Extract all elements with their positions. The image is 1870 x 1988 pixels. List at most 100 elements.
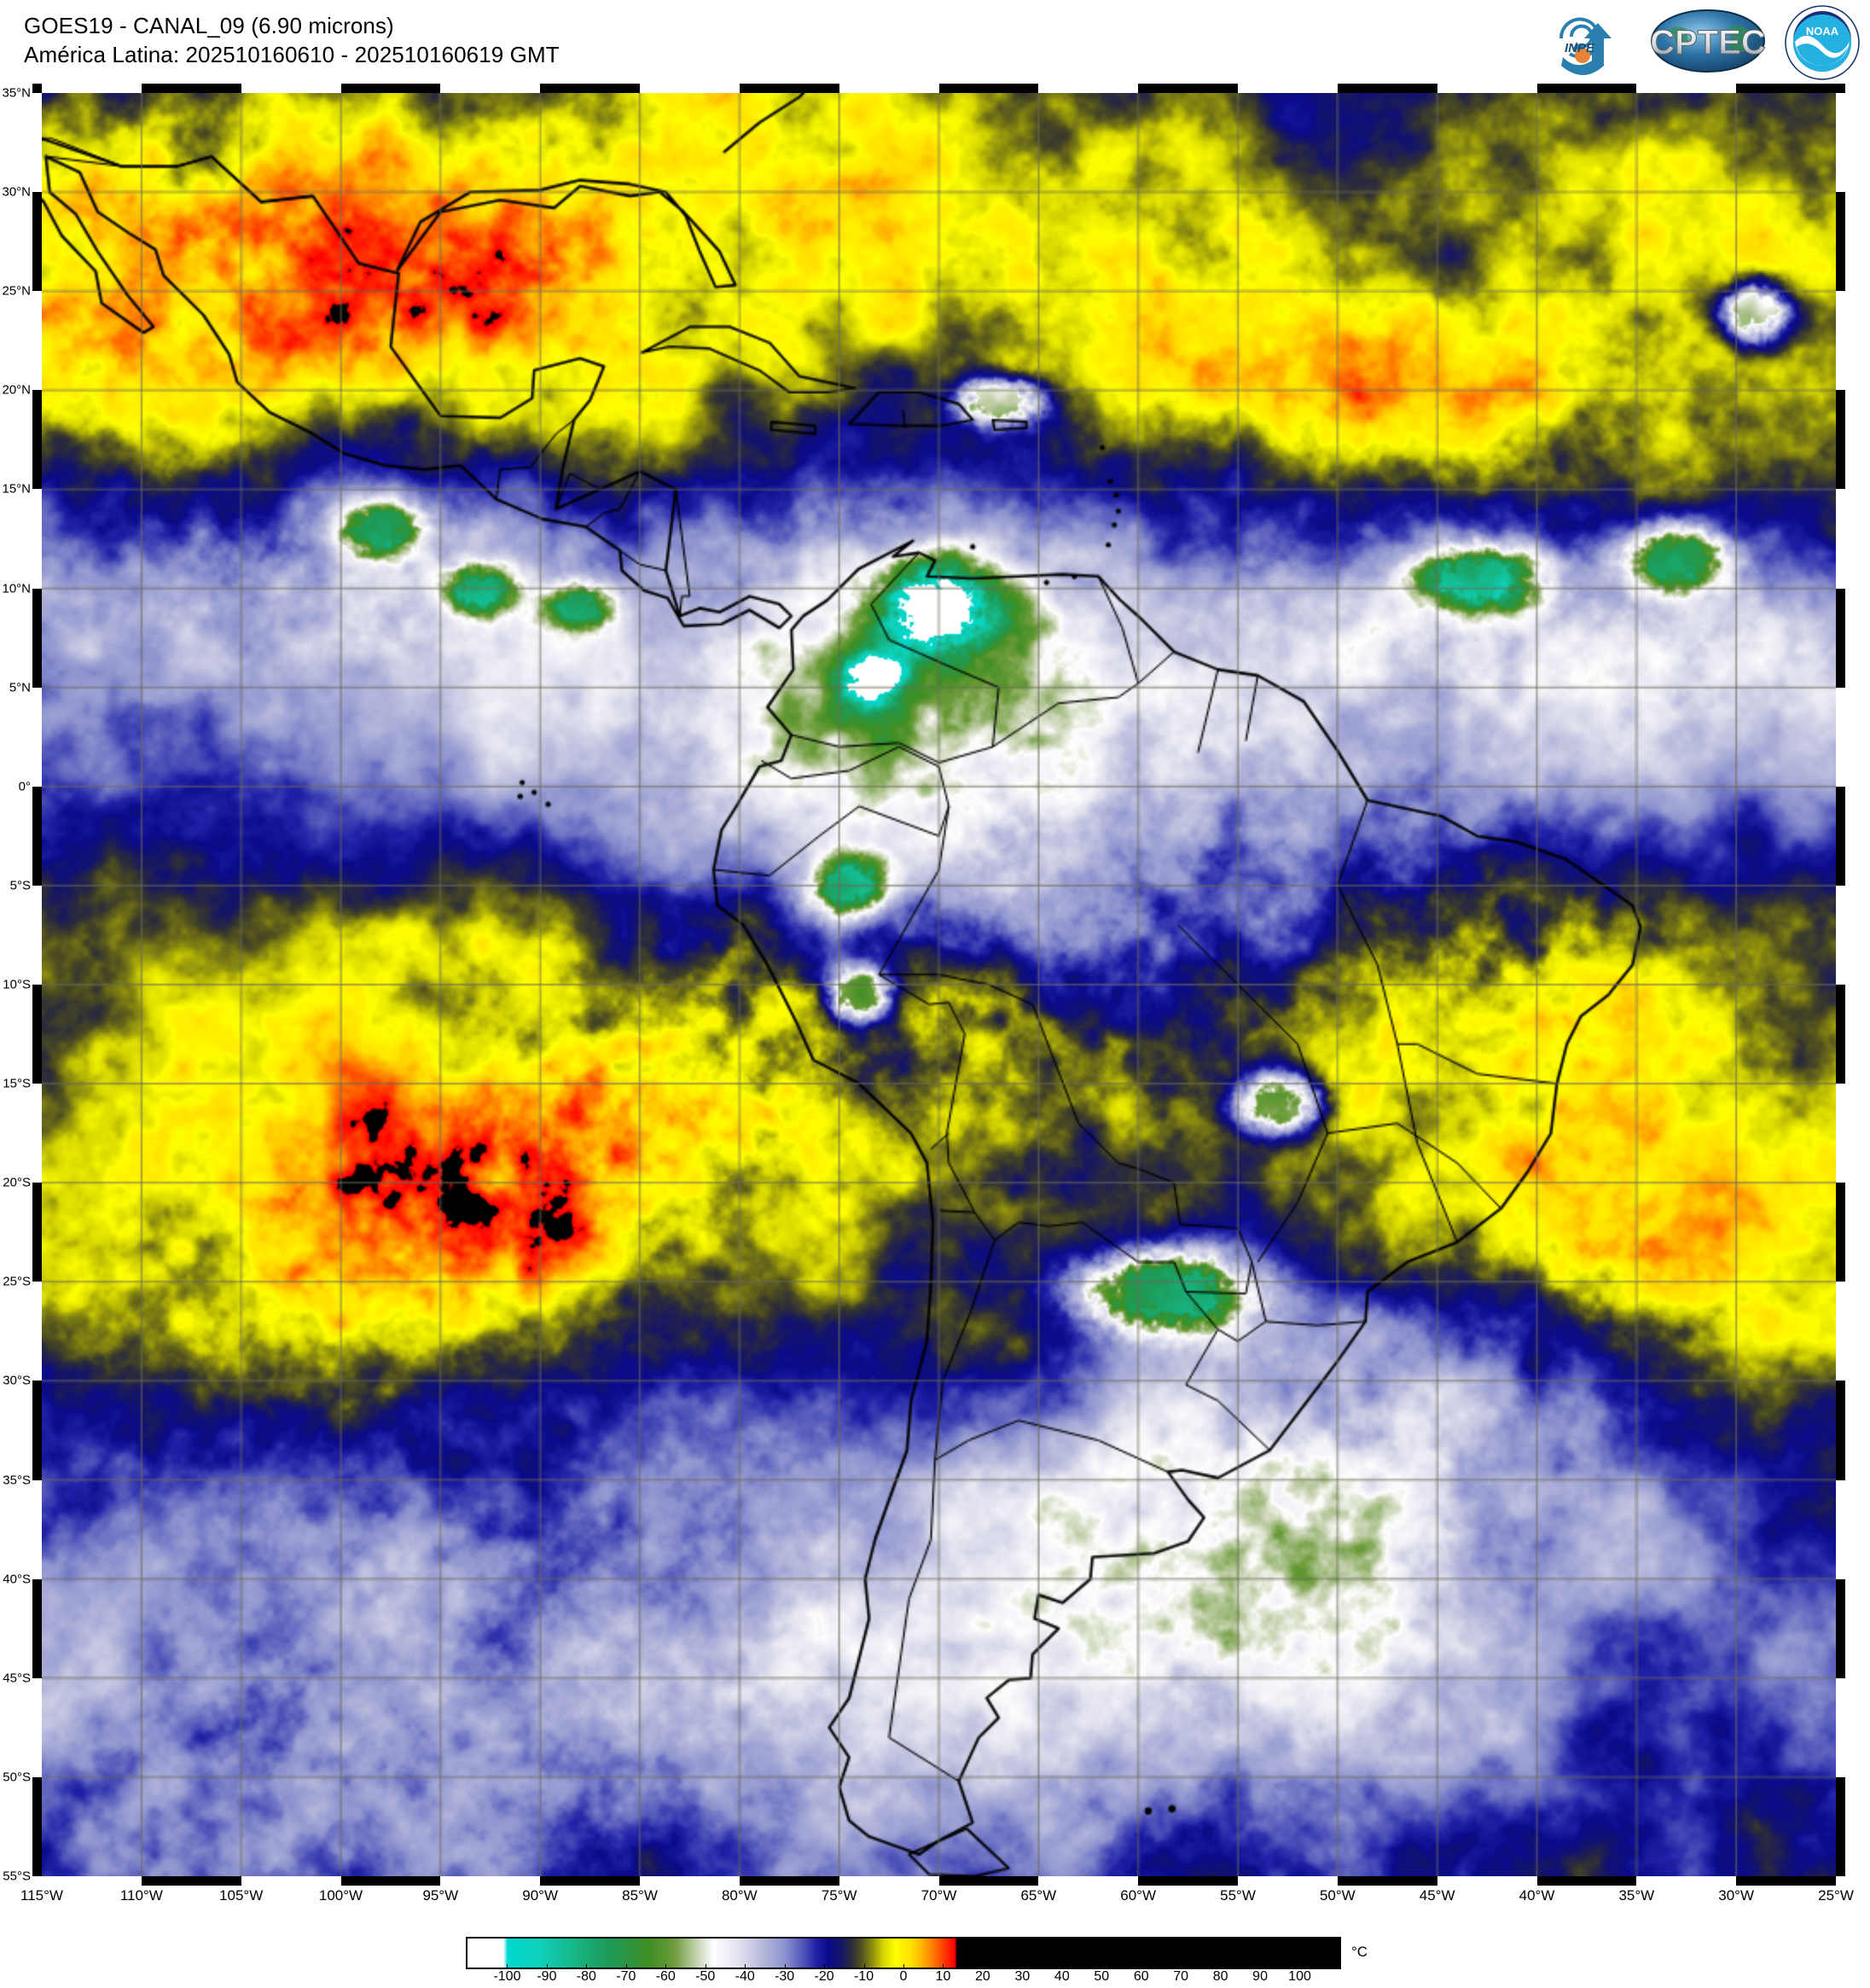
lat-tick-label: 20°N (2, 382, 31, 398)
axis-tick-segment (739, 1876, 839, 1886)
lat-tick-label: 25°S (3, 1274, 31, 1289)
axis-tick-segment (340, 1876, 441, 1886)
header: GOES19 - CANAL_09 (6.90 microns) América… (0, 0, 1870, 82)
title-line-region-time: América Latina: 202510160610 - 202510160… (24, 41, 560, 67)
latitude-axis: 35°N 30°N 25°N 20°N 15°N 10°N 5°N 0° 5°S 10°S 15°S… (0, 84, 32, 1886)
cptec-logo: CPTEC (1648, 4, 1768, 78)
cptec-logo-text: CPTEC (1650, 24, 1766, 61)
lat-tick-label: 50°S (3, 1770, 31, 1785)
axis-tick-segment (1836, 786, 1845, 886)
lon-tick-label: 30°W (1718, 1887, 1755, 1904)
inpe-logo-text: INPE (1565, 41, 1595, 55)
axis-tick-segment (32, 786, 42, 886)
lon-tick-label: 100°W (318, 1887, 363, 1904)
axis-tick-segment (1836, 1183, 1845, 1282)
axis-tick-segment (1836, 1578, 1845, 1678)
axis-tick-segment (1836, 192, 1845, 292)
lon-tick-label: 35°W (1618, 1887, 1655, 1904)
colorbar-tick: -60 (655, 1969, 676, 1984)
noaa-logo: NOAA (1781, 4, 1863, 80)
axis-tick-segment (141, 1876, 241, 1886)
colorbar-tickmark (625, 1964, 627, 1969)
lon-tick-label: 70°W (920, 1887, 957, 1904)
colorbar-tickmark (507, 1964, 508, 1969)
colorbar-tickmark (1220, 1964, 1222, 1969)
colorbar-tick-labels: -100 -90 -80 -70 -60 -50 -40 -30 -20 -10 0 10 20 30 40… (466, 1964, 1341, 1988)
colorbar-tickmark (1141, 1964, 1142, 1969)
colorbar-tickmark (1022, 1964, 1024, 1969)
lon-tick-label: 45°W (1419, 1887, 1455, 1904)
axis-tick-segment (1836, 1381, 1845, 1480)
axis-tick-segment (32, 1776, 42, 1876)
colorbar-tickmark (982, 1964, 984, 1969)
lat-tick-label: 30°N (2, 184, 31, 200)
colorbar-tick: -50 (695, 1969, 716, 1984)
lat-tick-label: 10°N (2, 581, 31, 596)
axis-band-top (32, 84, 1845, 93)
axis-band-right (1836, 84, 1845, 1886)
axis-tick-segment (1736, 84, 1836, 93)
lat-tick-label: 40°S (3, 1572, 31, 1587)
axis-tick-segment (540, 1876, 640, 1886)
colorbar-tick: 50 (1094, 1969, 1110, 1984)
colorbar-tick: -30 (775, 1969, 795, 1984)
lon-tick-label: 95°W (422, 1887, 459, 1904)
lat-tick-label: 0° (18, 779, 31, 794)
colorbar-tick: -20 (814, 1969, 834, 1984)
colorbar-tickmark (863, 1964, 865, 1969)
satellite-imagery-canvas[interactable] (42, 93, 1836, 1876)
lat-tick-label: 25°N (2, 283, 31, 299)
axis-tick-segment (1836, 84, 1845, 93)
lon-tick-label: 55°W (1220, 1887, 1256, 1904)
colorbar-tickmark (784, 1964, 786, 1969)
lon-tick-label: 65°W (1020, 1887, 1057, 1904)
axis-tick-segment (340, 84, 441, 93)
axis-tick-segment (32, 84, 42, 93)
colorbar-tickmark (1299, 1964, 1301, 1969)
lat-tick-label: 15°S (3, 1076, 31, 1091)
colorbar-tick: -80 (576, 1969, 596, 1984)
colorbar-tickmark (665, 1964, 667, 1969)
title-block: GOES19 - CANAL_09 (6.90 microns) América… (24, 12, 560, 70)
colorbar-tick: -40 (735, 1969, 755, 1984)
axis-tick-segment (1836, 985, 1845, 1084)
axis-tick-segment (938, 84, 1039, 93)
map-frame (32, 84, 1845, 1886)
colorbar-tickmark (1260, 1964, 1262, 1969)
lon-tick-label: 75°W (821, 1887, 857, 1904)
axis-tick-segment (32, 588, 42, 688)
colorbar-tickmark (745, 1964, 746, 1969)
lat-tick-label: 20°S (3, 1175, 31, 1190)
lon-tick-label: 50°W (1319, 1887, 1356, 1904)
colorbar-tick: 90 (1252, 1969, 1268, 1984)
axis-tick-segment (739, 84, 839, 93)
satellite-map[interactable] (32, 84, 1845, 1886)
axis-tick-segment (1736, 1876, 1836, 1886)
axis-tick-segment (32, 192, 42, 292)
lon-tick-label: 110°W (119, 1887, 163, 1904)
colorbar-tickmark (903, 1964, 904, 1969)
lat-tick-label: 15°N (2, 481, 31, 497)
colorbar-gradient (468, 1939, 1339, 1968)
colorbar-tick: -10 (853, 1969, 874, 1984)
axis-tick-segment (1337, 1876, 1437, 1886)
axis-tick-segment (32, 390, 42, 490)
axis-tick-segment (938, 1876, 1039, 1886)
lon-tick-label: 25°W (1818, 1887, 1854, 1904)
axis-tick-segment (1138, 84, 1238, 93)
axis-tick-segment (1536, 1876, 1637, 1886)
colorbar-tick: 20 (975, 1969, 990, 1984)
colorbar-tickmark (586, 1964, 588, 1969)
lat-tick-label: 35°S (3, 1473, 31, 1488)
colorbar-tick: 0 (899, 1969, 908, 1984)
colorbar-units-label: °C (1351, 1944, 1368, 1960)
colorbar-tick: -100 (493, 1969, 521, 1984)
lon-tick-label: 80°W (721, 1887, 758, 1904)
lat-tick-label: 30°S (3, 1373, 31, 1388)
lon-tick-label: 115°W (20, 1887, 63, 1904)
lat-tick-label: 10°S (3, 977, 31, 992)
axis-tick-segment (32, 1578, 42, 1678)
axis-tick-segment (32, 985, 42, 1084)
axis-tick-segment (32, 1183, 42, 1282)
title-line-product: GOES19 - CANAL_09 (6.90 microns) (24, 13, 394, 38)
